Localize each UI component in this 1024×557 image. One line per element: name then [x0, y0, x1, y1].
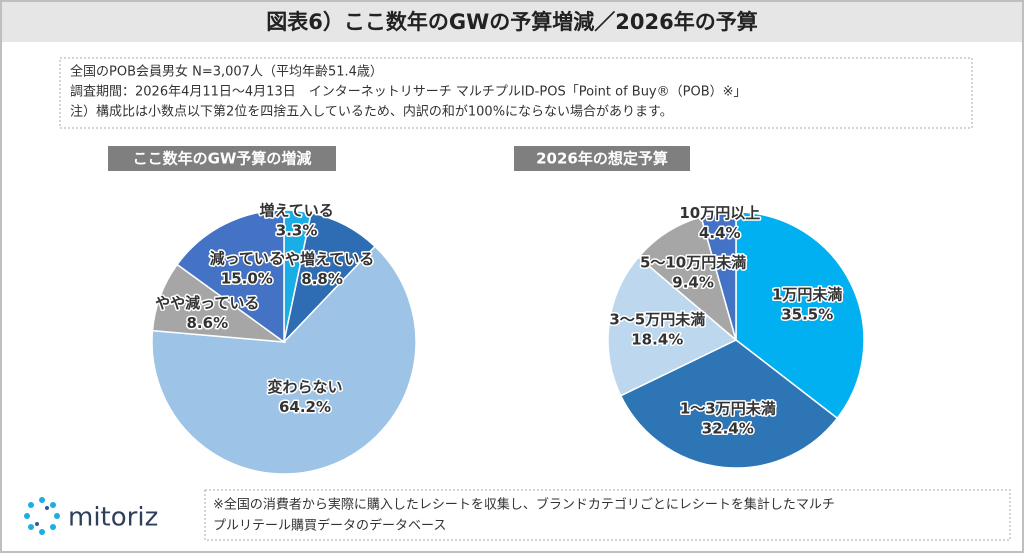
slice-value: 64.2%	[279, 398, 331, 416]
slice-value: 8.8%	[301, 270, 343, 288]
slice-value: 8.6%	[187, 314, 229, 332]
slice-value: 32.4%	[702, 419, 754, 437]
note: 注）構成比は小数点以下第2位を四捨五入しているため、内訳の和が100%にならない…	[70, 104, 673, 120]
pie-slice	[176, 209, 285, 344]
chart-title: ここ数年のGW予算の増減	[133, 150, 312, 168]
slice-label: やや減っている	[155, 294, 259, 312]
slice-label: 変わらない	[268, 378, 343, 396]
footer-box	[204, 489, 1011, 541]
slice-value: 18.4%	[631, 330, 683, 348]
header-bar	[2, 2, 1022, 42]
slice-label: やや増えている	[270, 250, 374, 268]
pie-slice	[619, 339, 839, 469]
slice-value: 4.4%	[699, 224, 741, 242]
slice-label: 1万円未満	[772, 286, 842, 304]
slice-value: 35.5%	[781, 306, 833, 324]
chart-title: 2026年の想定予算	[536, 150, 668, 168]
chart-title-box	[108, 146, 336, 171]
note: 調査期間：2026年4月11日～4月13日 インターネットリサーチ マルチプルI…	[70, 85, 747, 100]
pie-slice	[637, 215, 738, 343]
footer-note: ※全国の消費者から実際に購入したレシートを収集し、ブランドカテゴリごとにレシート…	[213, 497, 835, 513]
logo-text: mitoriz	[68, 503, 158, 533]
notes-box	[59, 57, 973, 129]
slice-label: 3～5万円未満	[609, 310, 705, 328]
logo-icon	[24, 497, 60, 535]
pie-slice	[607, 256, 738, 397]
footer-note: プルリテール購買データのデータベース	[213, 518, 446, 534]
page-title: 図表6）ここ数年のGWの予算増減／2026年の予算	[266, 10, 757, 34]
slice-value: 15.0%	[221, 270, 273, 288]
slice-label: 5～10万円未満	[640, 254, 746, 272]
slice-label: 増えている	[259, 202, 333, 220]
note: 全国のPOB会員男女 N=3,007人（平均年齢51.4歳）	[70, 64, 383, 80]
chart-title-box	[514, 146, 690, 171]
pie-slice	[700, 211, 737, 341]
pie-slice	[735, 211, 865, 420]
slice-value: 9.4%	[672, 274, 714, 292]
slice-label: 10万円以上	[679, 204, 760, 222]
slice-value: 3.3%	[276, 222, 318, 240]
pie-slice	[151, 245, 417, 475]
slice-label: 1～3万円未満	[680, 399, 776, 417]
slice-label: 減っている	[210, 250, 284, 268]
